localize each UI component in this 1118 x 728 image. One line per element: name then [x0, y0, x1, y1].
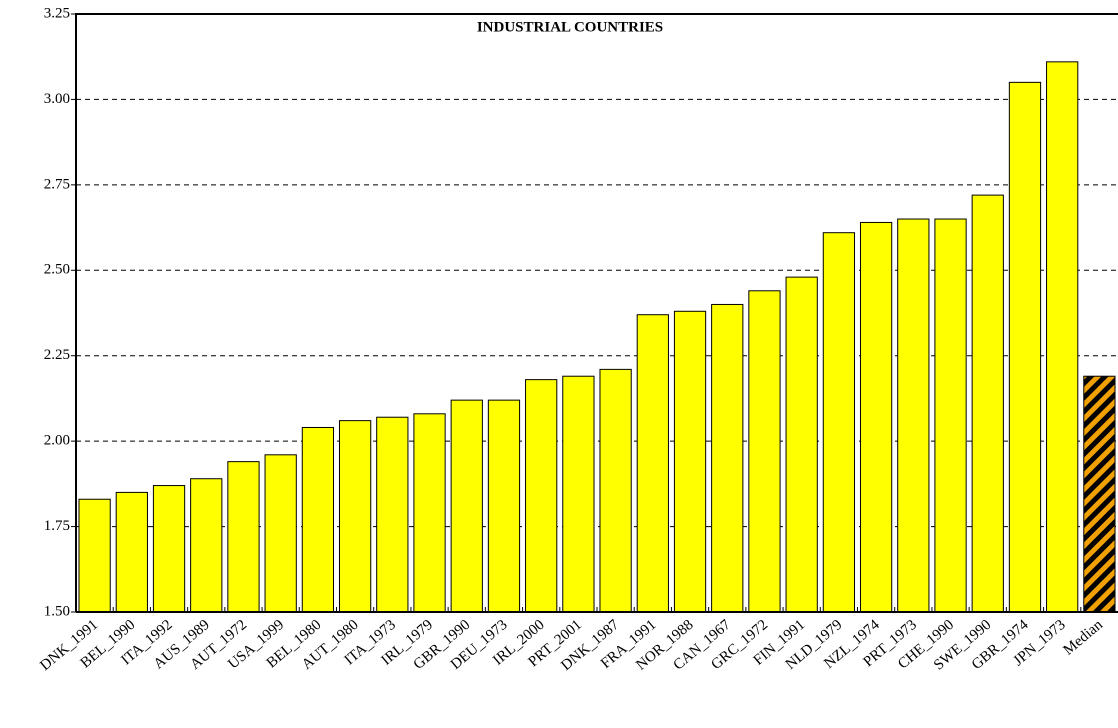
bar: [376, 416, 409, 613]
bar: [525, 379, 558, 613]
bar: [264, 454, 297, 613]
bar: [413, 413, 446, 613]
bar: [301, 426, 335, 613]
bar: [636, 314, 669, 613]
bar: [711, 303, 744, 613]
bar: [599, 368, 632, 613]
bar: [487, 399, 521, 613]
bar: [115, 491, 148, 613]
x-tick-label: Median: [1061, 616, 1107, 658]
bar: [227, 461, 260, 613]
plot-frame: [75, 13, 1118, 613]
bar: [338, 420, 372, 613]
bar: [190, 478, 223, 613]
bar: [1008, 81, 1042, 613]
y-tick-label: 1.50: [44, 603, 70, 619]
y-tick-label: 2.75: [44, 176, 70, 192]
bar: [934, 218, 967, 613]
bar: [897, 218, 930, 613]
y-tick-label: 2.50: [44, 262, 70, 278]
bar: [562, 375, 595, 613]
bar: [152, 485, 186, 613]
y-tick-label: 2.25: [44, 347, 70, 363]
bar: [78, 498, 111, 613]
y-tick-label: 2.00: [44, 433, 70, 449]
bar: [1083, 375, 1116, 613]
y-tick-label: 3.00: [44, 91, 70, 107]
bar: [1046, 61, 1079, 613]
bar: [971, 194, 1004, 613]
bar: [859, 221, 893, 613]
bar: [748, 290, 781, 613]
bar: [785, 276, 818, 613]
bar: [822, 232, 856, 613]
y-tick-label: 3.25: [44, 5, 70, 21]
bar: [450, 399, 483, 613]
bar: [673, 310, 707, 613]
y-tick-label: 1.75: [44, 518, 70, 534]
chart-title: INDUSTRIAL COUNTRIES: [477, 19, 663, 35]
